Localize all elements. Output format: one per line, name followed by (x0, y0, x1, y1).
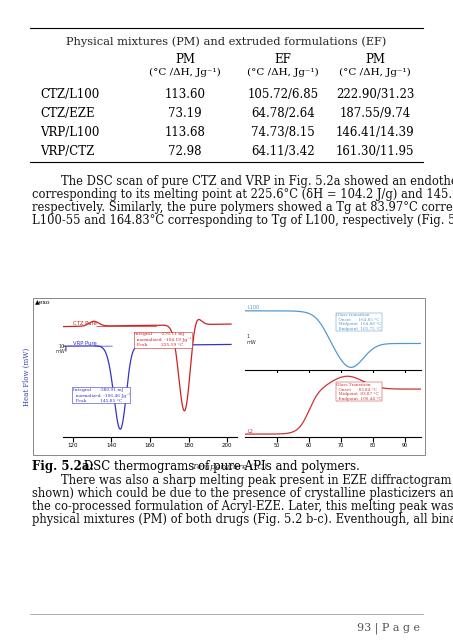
Text: 187.55/9.74: 187.55/9.74 (339, 107, 410, 120)
Text: L100: L100 (248, 305, 260, 310)
Text: (°C /ΔH, Jg⁻¹): (°C /ΔH, Jg⁻¹) (339, 68, 411, 77)
Text: 113.60: 113.60 (164, 88, 206, 101)
Text: Heat Flow (mW): Heat Flow (mW) (23, 348, 31, 406)
Text: 74.73/8.15: 74.73/8.15 (251, 126, 315, 139)
Text: 222.90/31.23: 222.90/31.23 (336, 88, 414, 101)
Bar (33, 298, 425, 455)
Text: 113.68: 113.68 (164, 126, 206, 139)
Text: The DSC scan of pure CTZ and VRP in Fig. 5.2a showed an endothermic peak: The DSC scan of pure CTZ and VRP in Fig.… (32, 175, 453, 188)
Text: Glass transition
  Onset      164.85 °C
  Midpoint  164.88 °C
  Endpoint  165.75: Glass transition Onset 164.85 °C Midpoin… (337, 313, 382, 331)
Text: corresponding to its melting point at 225.6°C (δH = 104.2 J/g) and 145.9°C (δH =: corresponding to its melting point at 22… (32, 188, 453, 201)
Text: VRP/L100: VRP/L100 (40, 126, 99, 139)
Text: DSC thermograms of pure APIs and polymers.: DSC thermograms of pure APIs and polymer… (80, 460, 360, 473)
Text: EF: EF (275, 53, 291, 66)
Text: 146.41/14.39: 146.41/14.39 (336, 126, 414, 139)
Text: 93 | P a g e: 93 | P a g e (357, 622, 420, 634)
Text: ▲exo: ▲exo (35, 300, 51, 305)
Text: There was also a sharp melting peak present in EZE diffractogram at 59.2°C (data: There was also a sharp melting peak pres… (32, 474, 453, 487)
Text: the co-processed formulation of Acryl-EZE. Later, this melting peak was also vis: the co-processed formulation of Acryl-EZ… (32, 500, 453, 513)
Text: Fig. 5.2a:: Fig. 5.2a: (32, 460, 94, 473)
Text: L2: L2 (248, 429, 254, 435)
Text: 73.19: 73.19 (168, 107, 202, 120)
Text: L100-55 and 164.83°C corresponding to Tg of L100, respectively (Fig. 5.2a).: L100-55 and 164.83°C corresponding to Tg… (32, 214, 453, 227)
Text: Glass Transition
  Onset      83.84 °C
  Midpoint  83.87 °C
  Endpoint  106.44 °: Glass Transition Onset 83.84 °C Midpoint… (337, 383, 382, 401)
Text: 64.11/3.42: 64.11/3.42 (251, 145, 315, 158)
Text: shown) which could be due to the presence of crystalline plasticizers and other : shown) which could be due to the presenc… (32, 487, 453, 500)
Text: 10
mW: 10 mW (55, 344, 65, 355)
Text: respectively. Similarly, the pure polymers showed a Tg at 83.97°C corresponding : respectively. Similarly, the pure polyme… (32, 201, 453, 214)
Text: CTZ Pure: CTZ Pure (72, 321, 96, 326)
Text: Integral      -380.91 mJ
  normalized  -106.46 Jg⁻¹
  Peak          145.85 °C: Integral -380.91 mJ normalized -106.46 J… (72, 388, 130, 403)
Text: CTZ/EZE: CTZ/EZE (40, 107, 95, 120)
Text: 64.78/2.64: 64.78/2.64 (251, 107, 315, 120)
Text: VRP Pure: VRP Pure (72, 340, 96, 346)
Text: (°C /ΔH, Jg⁻¹): (°C /ΔH, Jg⁻¹) (247, 68, 319, 77)
Text: Integral      -276.11 mJ
  normalized  -104.19 Jg⁻¹
  Peak          225.59 °C: Integral -276.11 mJ normalized -104.19 J… (135, 332, 192, 347)
Text: 72.98: 72.98 (168, 145, 202, 158)
Text: VRP/CTZ: VRP/CTZ (40, 145, 94, 158)
Text: CTZ/L100: CTZ/L100 (40, 88, 99, 101)
Text: Temperature (°C): Temperature (°C) (192, 463, 266, 471)
Text: 105.72/6.85: 105.72/6.85 (247, 88, 318, 101)
Text: physical mixtures (PM) of both drugs (Fig. 5.2 b-c). Eventhough, all binary phys: physical mixtures (PM) of both drugs (Fi… (32, 513, 453, 526)
Text: PM: PM (175, 53, 195, 66)
Text: 1
mW: 1 mW (246, 333, 256, 344)
Text: Physical mixtures (PM) and extruded formulations (EF): Physical mixtures (PM) and extruded form… (66, 36, 386, 47)
Text: PM: PM (365, 53, 385, 66)
Text: 161.30/11.95: 161.30/11.95 (336, 145, 414, 158)
Text: (°C /ΔH, Jg⁻¹): (°C /ΔH, Jg⁻¹) (149, 68, 221, 77)
